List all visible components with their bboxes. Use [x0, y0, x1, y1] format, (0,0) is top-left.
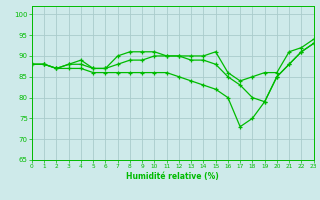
X-axis label: Humidité relative (%): Humidité relative (%): [126, 172, 219, 181]
